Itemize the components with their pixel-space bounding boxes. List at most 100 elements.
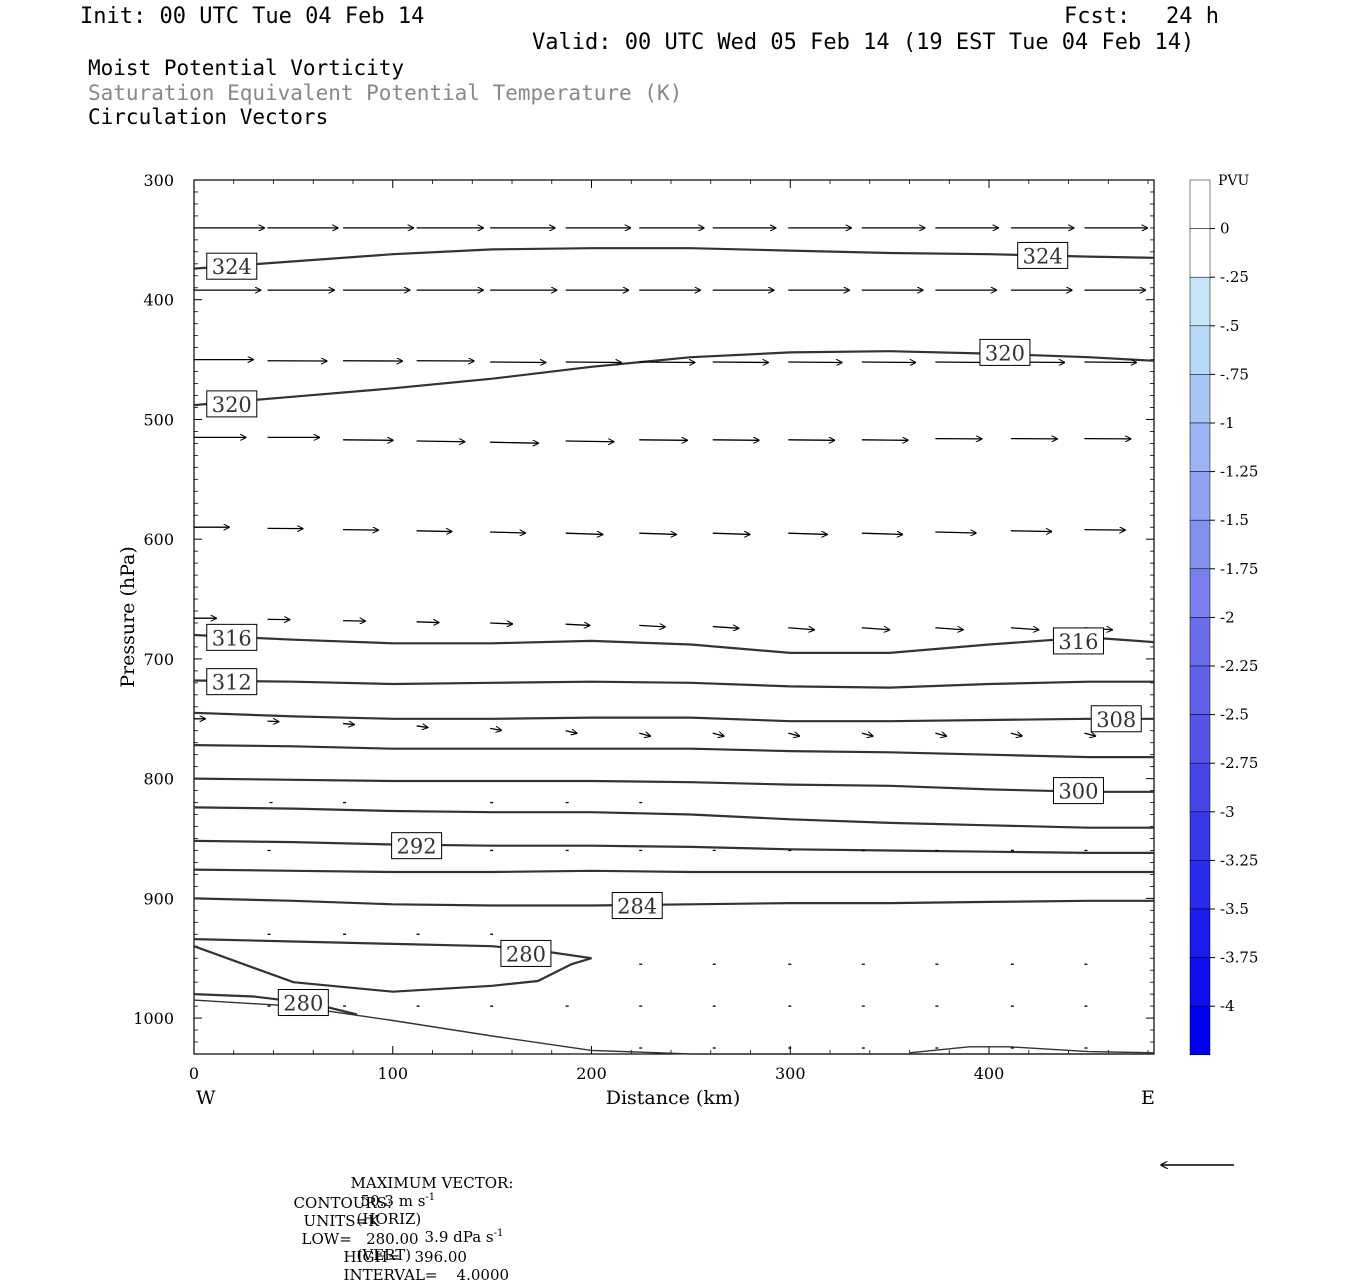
contour-316 bbox=[194, 635, 1154, 653]
circulation-vector bbox=[713, 533, 750, 534]
colorbar-title: PVU bbox=[1218, 173, 1250, 189]
contours-high: HIGH= 396.00 bbox=[344, 1248, 467, 1266]
circulation-vector bbox=[1011, 531, 1052, 532]
colorbar-swatch bbox=[1190, 763, 1210, 812]
circulation-vector bbox=[566, 441, 614, 442]
colorbar-label: -1.75 bbox=[1220, 560, 1258, 578]
contour-label: 280 bbox=[506, 942, 546, 966]
circulation-vector bbox=[788, 733, 799, 736]
circulation-vector bbox=[343, 440, 393, 441]
circulation-vector bbox=[1011, 628, 1039, 630]
colorbar-swatch bbox=[1190, 1006, 1210, 1055]
colorbar-swatch bbox=[1190, 860, 1210, 909]
contour-312 bbox=[194, 681, 1154, 688]
circulation-vector bbox=[417, 441, 465, 442]
colorbar-swatch bbox=[1190, 423, 1210, 472]
colorbar-label: -2 bbox=[1220, 608, 1235, 626]
colorbar-label: -3 bbox=[1220, 803, 1235, 821]
colorbar-label: -2.5 bbox=[1220, 706, 1249, 724]
circulation-vector bbox=[935, 532, 976, 533]
colorbar-label: -3.5 bbox=[1220, 900, 1249, 918]
circulation-vector bbox=[417, 726, 428, 728]
circulation-vector bbox=[343, 530, 378, 531]
contour-label: 280 bbox=[283, 992, 323, 1016]
circulation-vector bbox=[566, 731, 577, 734]
y-axis-label: Pressure (hPa) bbox=[117, 546, 139, 688]
circulation-vector bbox=[788, 628, 814, 630]
west-label: W bbox=[196, 1087, 216, 1109]
circulation-vector bbox=[490, 728, 501, 730]
x-tick-label: 400 bbox=[974, 1064, 1005, 1083]
circulation-vector bbox=[490, 442, 538, 443]
x-tick-label: 100 bbox=[377, 1064, 408, 1083]
colorbar-swatch bbox=[1190, 812, 1210, 861]
colorbar-label: -1.25 bbox=[1220, 463, 1258, 481]
circulation-vector bbox=[343, 724, 354, 725]
colorbar-swatch bbox=[1190, 617, 1210, 666]
circulation-vector bbox=[1084, 362, 1136, 363]
y-tick-label: 1000 bbox=[133, 1009, 174, 1028]
y-tick-label: 700 bbox=[143, 650, 174, 669]
contour-label: 324 bbox=[1023, 244, 1063, 268]
circulation-vector bbox=[713, 362, 769, 363]
colorbar-label: -3.75 bbox=[1220, 949, 1258, 967]
circulation-vector bbox=[639, 733, 650, 736]
y-tick-label: 600 bbox=[143, 530, 174, 549]
contour-label: 312 bbox=[212, 671, 252, 695]
colorbar-label: 0 bbox=[1220, 220, 1230, 238]
circulation-vector bbox=[268, 721, 279, 722]
circulation-vector bbox=[1084, 530, 1125, 531]
circulation-vector bbox=[713, 733, 724, 736]
colorbar-label: -.25 bbox=[1220, 268, 1249, 286]
circulation-vector bbox=[490, 623, 512, 624]
colorbar-swatch bbox=[1190, 229, 1210, 278]
contour-label: 316 bbox=[212, 626, 252, 650]
colorbar-label: -2.75 bbox=[1220, 754, 1258, 772]
circulation-vector bbox=[788, 362, 842, 363]
circulation-vector bbox=[490, 532, 525, 533]
circulation-vector bbox=[862, 533, 903, 534]
colorbar-swatch bbox=[1190, 569, 1210, 618]
contour-292 bbox=[194, 841, 1154, 853]
circulation-vector bbox=[862, 628, 890, 630]
plot-frame bbox=[194, 180, 1154, 1054]
x-tick-label: 0 bbox=[189, 1064, 199, 1083]
contour-label: 316 bbox=[1058, 630, 1098, 654]
circulation-vector bbox=[639, 440, 687, 441]
colorbar-swatch bbox=[1190, 666, 1210, 715]
circulation-vector bbox=[566, 624, 590, 625]
contour-label: 292 bbox=[397, 835, 437, 859]
circulation-vector bbox=[566, 362, 622, 363]
contour-label: 320 bbox=[212, 393, 252, 417]
colorbar-swatch bbox=[1190, 715, 1210, 764]
circulation-vector bbox=[1084, 733, 1095, 736]
y-tick-label: 300 bbox=[143, 171, 174, 190]
circulation-vector bbox=[639, 533, 676, 534]
y-tick-label: 400 bbox=[143, 291, 174, 310]
x-axis-label: Distance (km) bbox=[606, 1087, 741, 1109]
circulation-vector bbox=[490, 362, 545, 363]
circulation-vector bbox=[862, 440, 908, 441]
contour-label: 308 bbox=[1096, 708, 1136, 732]
colorbar-swatch bbox=[1190, 180, 1210, 229]
colorbar-swatch bbox=[1190, 909, 1210, 958]
contour-284 bbox=[194, 898, 1154, 905]
circulation-vector bbox=[417, 531, 452, 532]
circulation-vector bbox=[935, 733, 946, 736]
east-label: E bbox=[1141, 1087, 1155, 1109]
colorbar-label: -3.25 bbox=[1220, 851, 1258, 869]
contour-288 bbox=[194, 870, 1154, 872]
circulation-vector bbox=[566, 533, 603, 534]
colorbar-label: -2.25 bbox=[1220, 657, 1258, 675]
colorbar-swatch bbox=[1190, 520, 1210, 569]
colorbar-swatch bbox=[1190, 958, 1210, 1007]
circulation-vector bbox=[417, 622, 439, 623]
contour-label: 320 bbox=[985, 341, 1025, 365]
circulation-vector bbox=[788, 440, 834, 441]
circulation-vector bbox=[788, 533, 827, 534]
contour-304 bbox=[194, 745, 1154, 757]
circulation-vector bbox=[935, 628, 963, 630]
contour-324 bbox=[194, 248, 1154, 268]
colorbar-label: -4 bbox=[1220, 997, 1235, 1015]
